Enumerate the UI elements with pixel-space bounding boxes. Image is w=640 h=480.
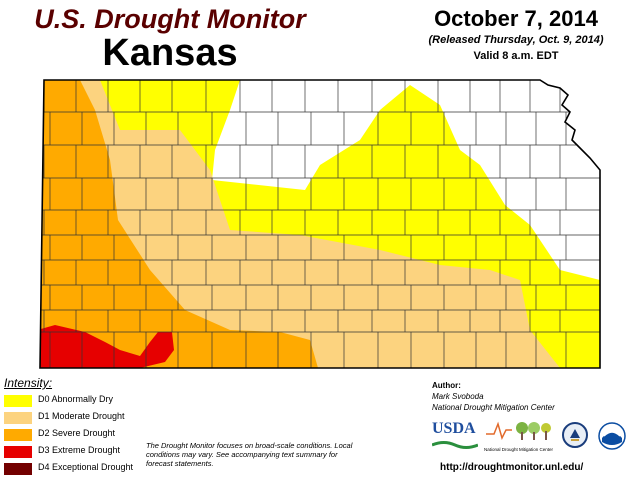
noaa-logo xyxy=(598,422,626,450)
map-date: October 7, 2014 xyxy=(434,6,598,31)
valid-time: Valid 8 a.m. EDT xyxy=(473,50,559,62)
legend-title: Intensity: xyxy=(4,376,53,390)
legend-label: D3 Extreme Drought xyxy=(38,445,121,455)
ndmc-logo-text: National Drought Mitigation Center xyxy=(484,447,554,452)
author-organization: National Drought Mitigation Center xyxy=(432,403,555,412)
kansas-drought-map xyxy=(39,79,601,369)
legend-swatch xyxy=(4,412,32,424)
county-boundaries xyxy=(40,80,600,368)
usda-logo-text: USDA xyxy=(432,420,476,437)
legend-item: D0 Abnormally Dry xyxy=(4,393,164,409)
d3-area-region xyxy=(40,325,174,368)
legend-item: D4 Exceptional Drought xyxy=(4,461,164,477)
legend-label: D2 Severe Drought xyxy=(38,428,116,438)
legend-swatch xyxy=(4,446,32,458)
release-date: (Released Thursday, Oct. 9, 2014) xyxy=(428,34,604,46)
legend-swatch xyxy=(4,395,32,407)
legend-item: D2 Severe Drought xyxy=(4,427,164,443)
d2-area-region xyxy=(40,80,318,368)
website-url-link[interactable]: http://droughtmonitor.unl.edu/ xyxy=(440,462,584,473)
state-border xyxy=(39,79,601,369)
author-name: Mark Svoboda xyxy=(432,392,484,401)
legend-item: D3 Extreme Drought xyxy=(4,444,164,460)
legend-label: D1 Moderate Drought xyxy=(38,411,125,421)
state-name: Kansas xyxy=(102,32,238,74)
usda-logo: USDA xyxy=(432,420,478,450)
legend-label: D4 Exceptional Drought xyxy=(38,462,134,472)
legend-swatch xyxy=(4,463,32,475)
ndmc-logo: National Drought Mitigation Center xyxy=(484,418,554,454)
disclaimer-note: The Drought Monitor focuses on broad-sca… xyxy=(146,441,353,468)
commerce-seal-logo xyxy=(562,422,588,448)
legend-label: D0 Abnormally Dry xyxy=(38,394,114,404)
map-title: U.S. Drought Monitor xyxy=(34,4,306,34)
legend-item: D1 Moderate Drought xyxy=(4,410,164,426)
author-label: Author: xyxy=(432,381,461,390)
legend-swatch xyxy=(4,429,32,441)
